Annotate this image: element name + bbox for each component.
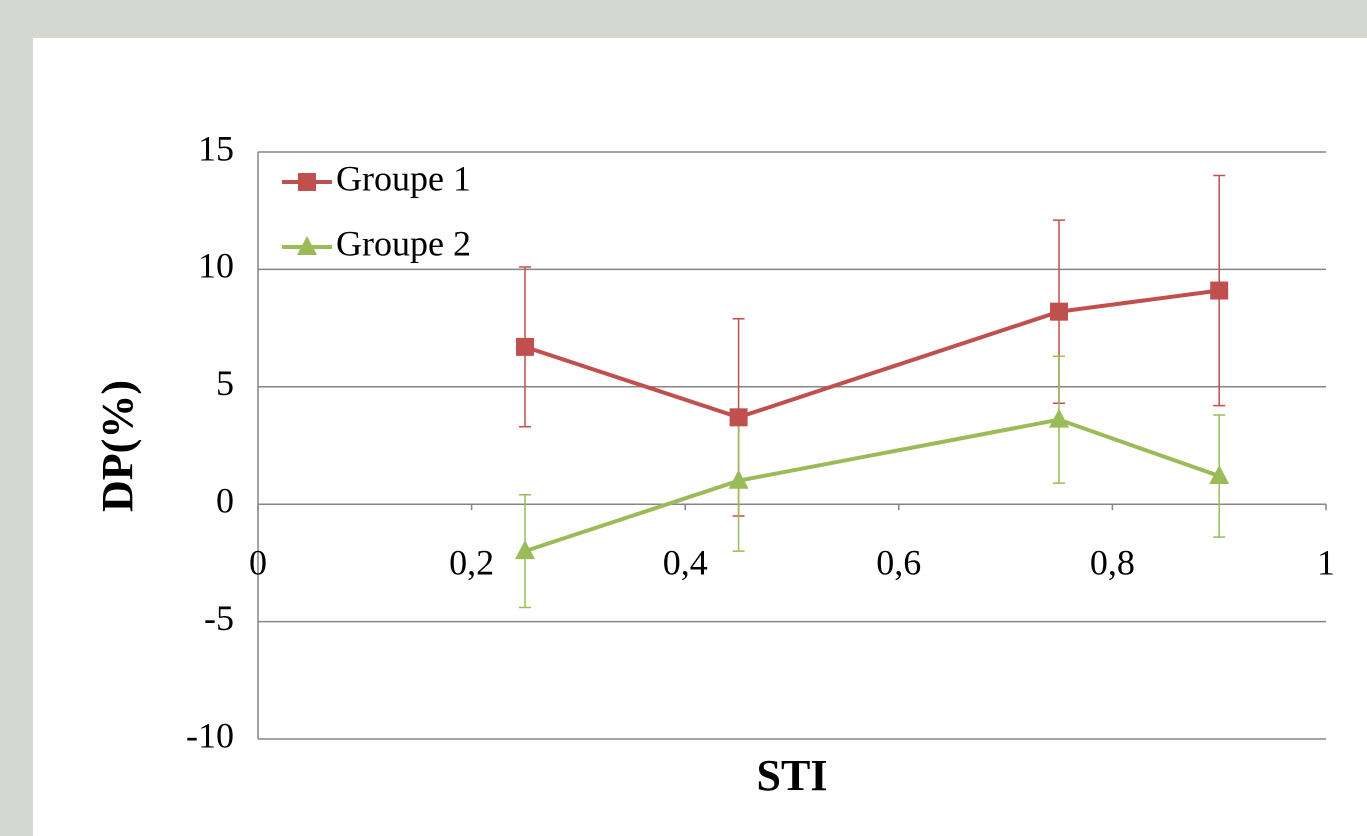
marker xyxy=(1210,281,1229,300)
x-tick-label: 0 xyxy=(249,542,267,582)
marker xyxy=(1049,408,1069,428)
x-tick-label: 0,4 xyxy=(663,542,708,582)
marker xyxy=(515,540,535,560)
marker xyxy=(516,337,534,356)
x-axis-title: STI xyxy=(757,751,828,800)
marker xyxy=(1209,465,1230,485)
y-tick-label: 5 xyxy=(216,363,234,403)
y-tick-label: -10 xyxy=(186,715,234,755)
marker xyxy=(728,469,749,489)
x-tick-label: 0,2 xyxy=(449,542,494,582)
panel xyxy=(33,38,1367,836)
legend-label: Groupe 2 xyxy=(336,223,471,263)
series-line xyxy=(524,288,1220,420)
x-tick-label: 1 xyxy=(1317,542,1335,582)
y-tick-label: 15 xyxy=(198,128,234,168)
series-line xyxy=(524,417,1220,554)
y-tick-label: 10 xyxy=(198,246,234,286)
x-tick-label: 0,8 xyxy=(1090,542,1135,582)
legend-marker xyxy=(298,173,316,191)
marker xyxy=(729,408,748,427)
y-tick-label: 0 xyxy=(216,480,234,520)
marker xyxy=(1050,302,1068,321)
legend-marker xyxy=(297,236,317,255)
y-tick-label: -5 xyxy=(204,598,234,638)
x-tick-label: 0,6 xyxy=(876,542,921,582)
y-axis-title: DP(%) xyxy=(93,380,142,512)
legend-label: Groupe 1 xyxy=(336,158,471,198)
